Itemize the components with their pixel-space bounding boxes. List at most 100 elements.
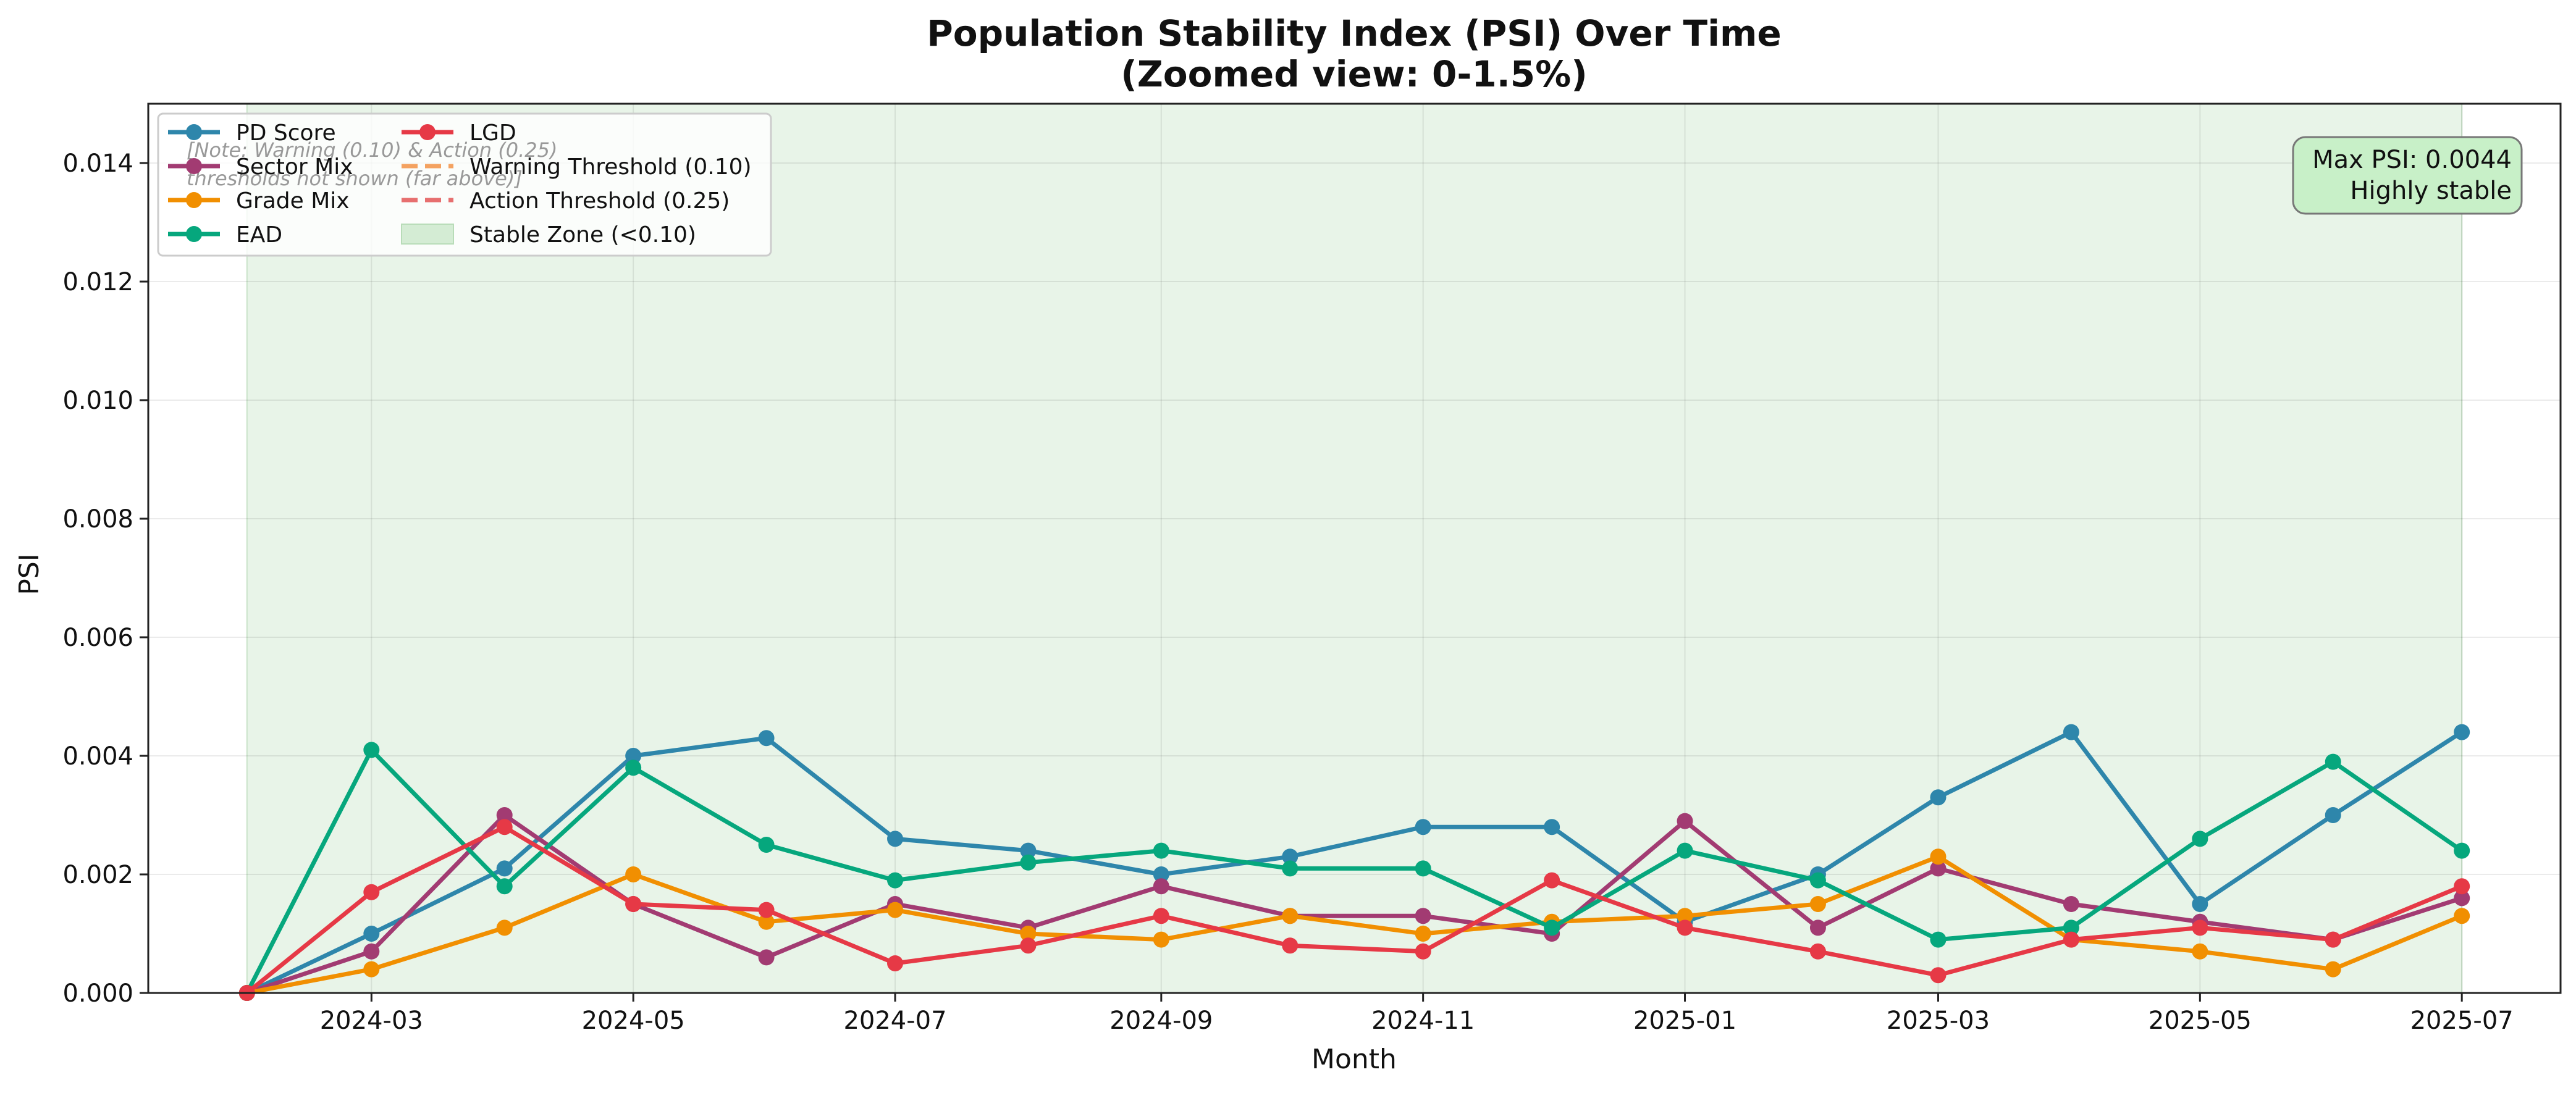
data-point-grade-mix [2325, 961, 2341, 978]
data-point-ead [496, 878, 513, 895]
data-point-sector-mix [496, 807, 513, 823]
data-point-ead [1020, 854, 1037, 871]
data-point-lgd [1282, 937, 1299, 954]
y-tick-label: 0.002 [62, 861, 133, 889]
data-point-sector-mix [2454, 890, 2470, 907]
data-point-grade-mix [887, 902, 904, 918]
data-point-ead [363, 742, 380, 758]
x-tick-label: 2025-07 [2410, 1007, 2514, 1035]
data-point-grade-mix [1677, 908, 1693, 924]
series-line-ead [245, 747, 2464, 994]
y-tick-label: 0.004 [62, 742, 133, 771]
data-point-lgd [2192, 919, 2208, 936]
legend-label: Stable Zone (<0.10) [469, 222, 696, 248]
legend-entry: LGD [402, 120, 516, 146]
data-point-lgd [1930, 967, 1947, 984]
data-point-ead [1930, 931, 1947, 948]
data-point-lgd [1677, 919, 1693, 936]
data-point-grade-mix [758, 913, 775, 930]
series-line-pd-score [246, 730, 2464, 995]
data-point-lgd [1153, 908, 1169, 924]
data-point-ead [1544, 919, 1560, 936]
legend-marker [419, 124, 436, 140]
legend-entry: Grade Mix [168, 188, 350, 214]
data-point-lgd [625, 896, 642, 912]
threshold-note-line2: thresholds not shown (far above)] [187, 167, 523, 190]
data-point-ead [1282, 860, 1299, 877]
x-tick-label: 2025-03 [1887, 1007, 1990, 1035]
data-point-grade-mix [625, 866, 642, 882]
legend-marker [186, 192, 202, 208]
x-tick-label: 2024-09 [1109, 1007, 1213, 1035]
data-point-lgd [758, 902, 775, 918]
annotation-line2: Highly stable [2350, 177, 2512, 205]
data-point-ead [2063, 919, 2079, 936]
data-point-grade-mix [1153, 931, 1169, 948]
data-point-pd-score [2325, 807, 2341, 823]
legend-entry: Sector Mix [168, 154, 353, 180]
y-tick-label: 0.014 [62, 149, 133, 178]
axes: 0.000 0.002 0.004 0.006 0.008 0.010 0.012 0.014… [62, 149, 2513, 1035]
x-tick-label: 2024-07 [843, 1007, 946, 1035]
data-point-ead [2192, 831, 2208, 847]
legend-label: Sector Mix [236, 154, 353, 180]
data-point-pd-score [1930, 789, 1947, 806]
legend-label: Grade Mix [236, 188, 350, 214]
annotation-box [2292, 136, 2523, 215]
chart-title: Population Stability Index (PSI) Over Ti… [927, 12, 1782, 54]
series-line-lgd [245, 824, 2463, 995]
data-point-lgd [1809, 943, 1826, 960]
data-point-pd-score [1282, 848, 1299, 865]
data-point-grade-mix [496, 919, 513, 936]
data-point-grade-mix [1415, 926, 1431, 942]
data-point-pd-score [2192, 896, 2208, 912]
data-point-ead [625, 760, 642, 776]
data-point-sector-mix [1153, 878, 1169, 895]
data-point-ead [1415, 860, 1431, 877]
data-point-lgd [2063, 931, 2079, 948]
x-tick-label: 2024-11 [1371, 1007, 1475, 1035]
series-layer [238, 724, 2470, 1001]
legend-label: Action Threshold (0.25) [469, 188, 730, 214]
data-point-pd-score [2063, 724, 2079, 740]
data-point-pd-score [1020, 842, 1037, 859]
data-point-pd-score [1544, 819, 1560, 835]
legend-label: PD Score [236, 120, 336, 146]
data-point-sector-mix [363, 943, 380, 960]
data-point-grade-mix [1282, 908, 1299, 924]
data-point-lgd [496, 819, 513, 835]
series-ead [238, 742, 2470, 1001]
data-point-sector-mix [1809, 919, 1826, 936]
x-tick-label: 2025-05 [2149, 1007, 2252, 1035]
data-point-lgd [363, 884, 380, 900]
data-point-ead [2454, 842, 2470, 859]
data-point-lgd [1544, 872, 1560, 889]
y-tick-label: 0.010 [62, 387, 133, 415]
series-lgd [238, 819, 2470, 1001]
y-tick-label: 0.008 [62, 505, 133, 534]
threshold-note-line1: [Note: Warning (0.10) & Action (0.25) [187, 138, 557, 162]
data-point-lgd [2325, 931, 2341, 948]
data-point-grade-mix [1930, 848, 1947, 865]
plot-frame [147, 103, 2562, 994]
data-point-sector-mix [2063, 896, 2079, 912]
data-point-grade-mix [2192, 943, 2208, 960]
data-point-ead [1809, 872, 1826, 889]
data-point-ead [1153, 842, 1169, 859]
data-point-lgd [1020, 937, 1037, 954]
legend-box [157, 112, 772, 257]
data-point-pd-score [758, 730, 775, 747]
legend-label: LGD [469, 120, 516, 146]
data-point-pd-score [887, 831, 904, 847]
y-tick-label: 0.012 [62, 268, 133, 296]
max-psi-annotation: Max PSI: 0.0044 Highly stable [2292, 136, 2523, 215]
series-grade-mix [238, 848, 2470, 1001]
y-tick-label: 0.006 [62, 624, 133, 652]
series-line-grade-mix [246, 854, 2463, 995]
data-point-grade-mix [1020, 926, 1037, 942]
data-point-pd-score [625, 748, 642, 764]
data-point-grade-mix [1809, 896, 1826, 912]
x-tick-label: 2025-01 [1633, 1007, 1736, 1035]
data-point-ead [2325, 753, 2341, 770]
